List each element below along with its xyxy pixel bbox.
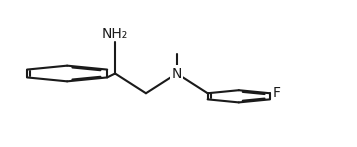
Text: NH₂: NH₂ bbox=[102, 27, 128, 41]
Text: N: N bbox=[172, 66, 182, 81]
Text: F: F bbox=[273, 86, 281, 100]
